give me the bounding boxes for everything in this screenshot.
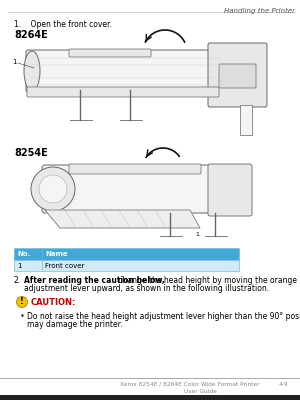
Text: adjustment lever upward, as shown in the following illustration.: adjustment lever upward, as shown in the… [24, 284, 269, 293]
Text: 4-9: 4-9 [278, 382, 288, 387]
FancyBboxPatch shape [26, 50, 225, 92]
Text: CAUTION:: CAUTION: [31, 298, 76, 307]
FancyBboxPatch shape [69, 164, 201, 174]
Ellipse shape [24, 51, 40, 91]
Text: Do not raise the head height adjustment lever higher than the 90° position shown: Do not raise the head height adjustment … [27, 312, 300, 321]
Text: After reading the caution below,: After reading the caution below, [24, 276, 165, 285]
FancyBboxPatch shape [27, 87, 219, 97]
Bar [0, 395, 300, 400]
Text: No.: No. [17, 251, 30, 257]
Circle shape [31, 167, 75, 211]
Text: 1.    Open the front cover.: 1. Open the front cover. [14, 20, 112, 29]
Text: Xerox 8254E / 8264E Color Wide Format Printer: Xerox 8254E / 8264E Color Wide Format Pr… [120, 382, 260, 387]
Text: Name: Name [45, 251, 68, 257]
Text: 2.: 2. [14, 276, 21, 285]
Text: !: ! [20, 298, 24, 306]
Text: Front cover: Front cover [45, 262, 84, 268]
Bar [14, 260, 239, 271]
FancyBboxPatch shape [208, 164, 252, 216]
Text: 8264E: 8264E [14, 30, 48, 40]
Text: Handling the Printer: Handling the Printer [224, 8, 295, 14]
Text: change the head height by moving the orange head height: change the head height by moving the ora… [116, 276, 300, 285]
Text: 1: 1 [12, 59, 16, 65]
Text: 1: 1 [195, 232, 199, 237]
FancyBboxPatch shape [69, 49, 151, 57]
Bar [14, 248, 239, 260]
Text: 8254E: 8254E [14, 148, 48, 158]
Bar [240, 105, 252, 135]
Polygon shape [45, 210, 200, 228]
Text: User Guide: User Guide [184, 389, 216, 394]
Text: may damage the printer.: may damage the printer. [27, 320, 122, 329]
Text: •: • [20, 312, 25, 321]
FancyBboxPatch shape [219, 64, 256, 88]
Text: 1: 1 [17, 262, 22, 268]
FancyBboxPatch shape [42, 165, 243, 213]
FancyBboxPatch shape [208, 43, 267, 107]
Circle shape [39, 175, 67, 203]
Circle shape [16, 296, 28, 308]
